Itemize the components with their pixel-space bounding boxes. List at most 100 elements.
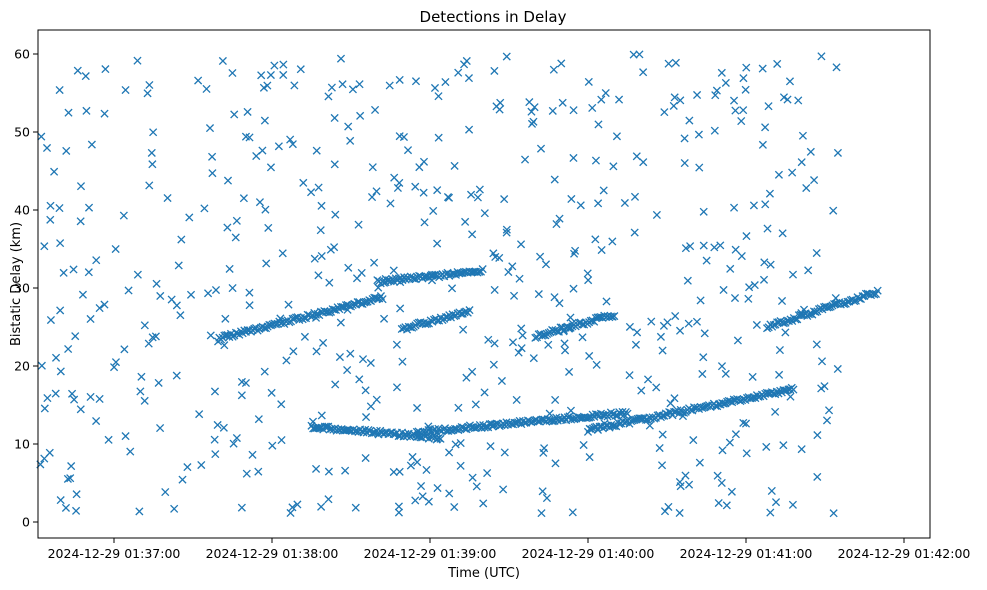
data-point [632,152,641,161]
data-point [797,445,806,454]
data-point [609,162,618,171]
data-point [647,317,656,326]
data-point [111,358,121,367]
data-point [873,286,882,295]
data-point [788,500,797,509]
data-point [471,400,480,409]
data-point [567,194,576,204]
data-point [730,293,740,303]
data-point [830,299,839,309]
data-point [172,371,181,380]
data-point [443,193,453,202]
data-point [745,283,754,292]
data-point [286,135,295,144]
data-point [270,61,279,70]
data-point [195,410,204,419]
data-point [461,217,470,226]
data-point [324,495,333,504]
data-point [585,351,594,361]
data-point [124,286,133,295]
x-tick-label: 2024-12-29 01:42:00 [838,546,971,561]
data-point [767,486,776,495]
data-point [284,300,293,309]
data-point [148,160,157,169]
data-point [327,83,336,92]
data-point [433,239,442,248]
data-point [545,409,554,418]
data-point [508,338,518,347]
data-point [684,319,693,328]
data-point [84,203,94,212]
data-point [778,229,787,238]
data-point [695,163,704,172]
data-point [265,320,274,329]
data-point [490,66,499,75]
data-point [46,315,55,325]
data-point [718,398,727,408]
data-point [317,251,326,261]
data-point [472,482,481,491]
data-point [804,310,814,319]
data-point [346,349,355,358]
data-point [680,158,689,168]
data-point [502,225,511,234]
data-point [366,358,375,368]
data-point [395,467,404,476]
data-point [591,156,601,165]
data-point [550,293,559,302]
data-point [721,369,730,378]
data-point [731,106,740,115]
data-point [730,203,739,212]
data-point [399,132,409,142]
data-point [568,508,577,517]
data-point [330,113,339,123]
data-point [40,404,49,413]
data-point [693,90,702,100]
data-point [817,52,826,61]
data-point [386,199,395,208]
data-point [594,199,603,208]
data-point [434,133,443,142]
data-point [42,143,52,153]
data-point [636,414,646,423]
data-point [133,270,142,279]
data-point [499,485,508,494]
data-point [817,384,826,393]
data-point [721,78,730,87]
data-point [812,340,821,349]
data-point [82,106,91,115]
data-point [121,85,130,95]
data-point [412,403,422,413]
data-point [69,265,78,274]
data-point [520,155,530,164]
data-point [330,160,339,169]
data-point [569,284,578,293]
data-point [813,472,822,481]
data-point [555,214,564,223]
data-point [813,431,822,440]
data-point [737,252,746,261]
data-point [639,68,648,77]
data-point [314,423,323,432]
data-point [657,461,667,470]
data-point [167,295,176,304]
data-point [729,96,739,105]
data-point [358,355,368,364]
data-point [371,293,380,302]
data-point [393,183,402,193]
data-point [152,279,161,288]
data-point [78,290,87,299]
data-point [779,441,788,450]
y-tick-label: 20 [14,359,30,374]
data-point [354,220,363,229]
data-point [719,285,728,295]
data-point [324,467,333,476]
data-point [538,487,547,496]
data-point [156,291,165,301]
data-point [804,266,813,275]
data-point [714,498,723,508]
data-point [500,195,509,204]
data-point [764,102,773,111]
data-point [330,243,339,252]
data-point [394,508,403,517]
